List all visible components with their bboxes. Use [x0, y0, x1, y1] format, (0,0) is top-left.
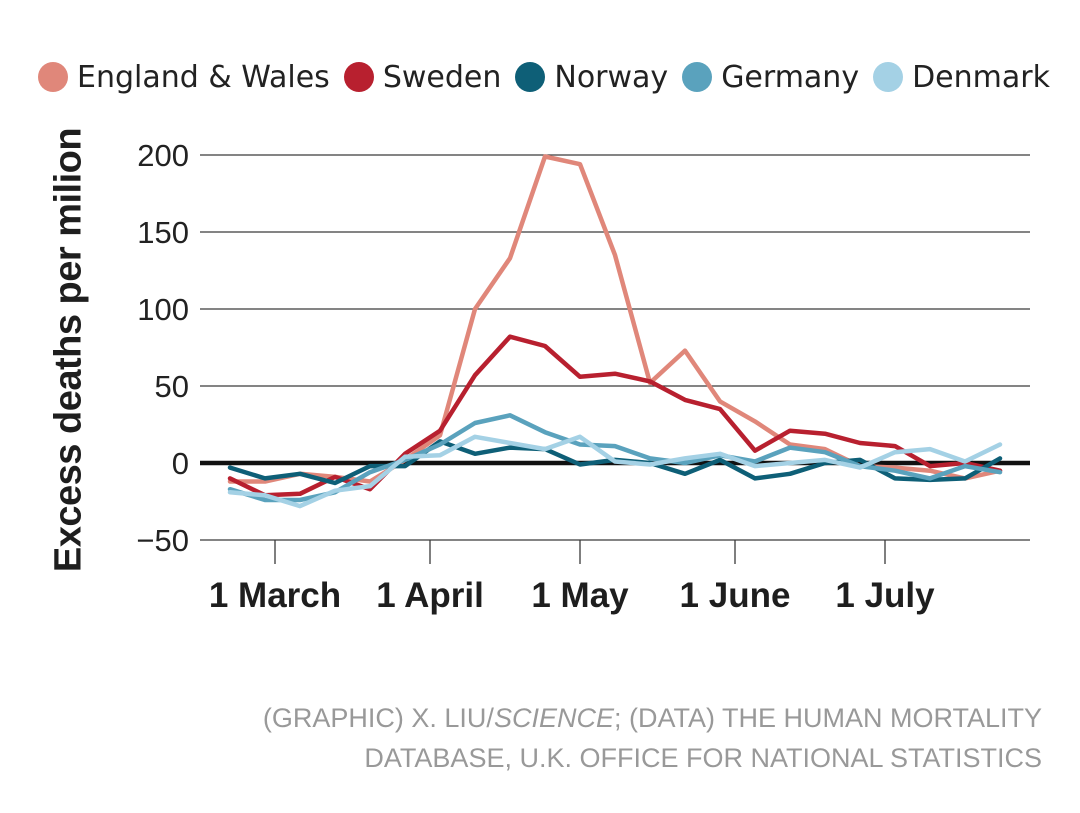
series-line-sweden [227, 334, 1003, 498]
legend-swatch-england-wales [38, 62, 68, 92]
legend-label-norway: Norway [554, 59, 669, 95]
legend-label-denmark: Denmark [912, 59, 1050, 95]
legend-label-sweden: Sweden [382, 59, 502, 95]
y-tick-label-150: 150 [137, 215, 189, 250]
y-tick-label--50: −50 [136, 523, 189, 558]
y-tick-label-100: 100 [137, 292, 189, 327]
credit-line-1: (GRAPHIC) X. LIU/SCIENCE; (DATA) THE HUM… [142, 698, 1042, 738]
y-tick-label-200: 200 [137, 138, 189, 173]
legend-swatch-sweden [343, 62, 374, 92]
x-tick-label-4: 1 July [835, 576, 935, 615]
credit-publication: SCIENCE [493, 703, 614, 733]
legend-swatch-norway [515, 62, 546, 92]
legend-label-england-wales: England & Wales [77, 59, 330, 95]
x-tick-label-1: 1 April [376, 576, 484, 615]
series-line-denmark [227, 434, 1003, 509]
chart-legend: England & Wales Sweden Norway Germany De… [38, 52, 1050, 102]
gridlines [200, 154, 1030, 541]
x-tick-label-0: 1 March [209, 576, 341, 615]
x-ticks: 1 March 1 April 1 May 1 June 1 July [209, 540, 935, 615]
source-credit: (GRAPHIC) X. LIU/SCIENCE; (DATA) THE HUM… [142, 698, 1042, 778]
x-tick-label-2: 1 May [531, 576, 629, 615]
legend-item-sweden: Sweden [343, 59, 502, 95]
credit-data: ; (DATA) THE HUMAN MORTALITY [613, 703, 1042, 733]
credit-line-2: DATABASE, U.K. OFFICE FOR NATIONAL STATI… [364, 743, 1042, 773]
legend-swatch-denmark [873, 62, 904, 92]
legend-item-england-wales: England & Wales [38, 60, 330, 95]
credit-graphic: (GRAPHIC) X. LIU/ [262, 703, 494, 733]
legend-item-denmark: Denmark [873, 60, 1050, 95]
legend-item-germany: Germany [682, 60, 859, 95]
y-tick-labels: −50 0 50 100 150 200 [136, 138, 189, 558]
legend-swatch-germany [682, 62, 713, 92]
legend-label-germany: Germany [721, 59, 860, 95]
legend-item-norway: Norway [515, 60, 668, 95]
y-tick-label-50: 50 [155, 369, 189, 404]
series-line-germany [227, 413, 1003, 503]
series-line-england-wales [227, 154, 1003, 484]
y-tick-label-0: 0 [172, 446, 189, 481]
series-lines [227, 154, 1003, 509]
x-tick-label-3: 1 June [680, 576, 791, 615]
